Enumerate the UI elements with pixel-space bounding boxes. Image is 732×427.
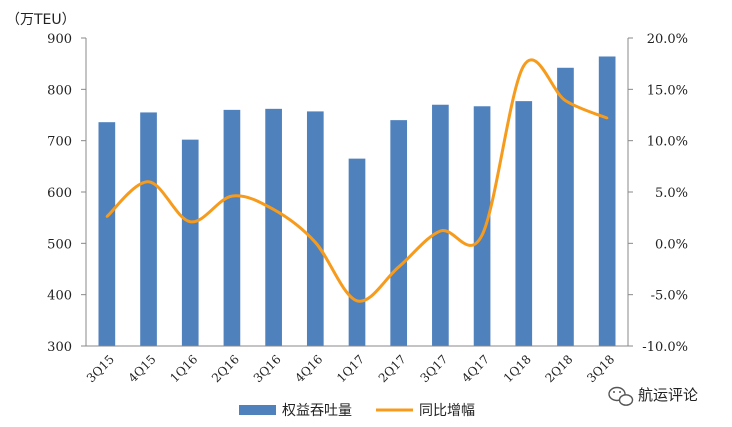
y-left-tick-label: 700 (47, 135, 72, 150)
wechat-icon (608, 386, 634, 406)
line-point (147, 180, 150, 183)
line-point (105, 215, 109, 218)
y-left-unit-label: （万TEU） (6, 12, 76, 28)
watermark-text: 航运评论 (638, 386, 698, 404)
y-left-tick-label: 600 (47, 186, 72, 201)
x-tick-label: 3Q16 (251, 352, 284, 385)
y-left-tick-label: 800 (47, 83, 72, 98)
y-left-tick-label: 500 (47, 237, 72, 252)
bar (306, 111, 324, 346)
line-point (397, 265, 400, 269)
line-point (272, 208, 275, 211)
legend-line-label: 同比增幅 (419, 403, 475, 419)
x-tick-label: 1Q17 (334, 352, 367, 385)
line-point (314, 241, 317, 244)
y-right-tick-label: -10.0% (642, 340, 688, 355)
x-ticks: 3Q15 4Q15 1Q16 2Q16 3Q16 4Q16 1Q17 2Q17 3Q17 4Q17… (84, 352, 617, 385)
legend-bar-label: 权益吞吐量 (282, 403, 352, 419)
axes (85, 38, 629, 347)
y-right-tick-label: 5.0% (655, 186, 688, 201)
bar (473, 106, 491, 346)
x-tick-label: 3Q15 (84, 352, 117, 385)
y-left-tick-label: 300 (47, 340, 72, 355)
x-tick-label: 1Q18 (501, 352, 534, 385)
x-tick-label: 4Q16 (292, 352, 325, 385)
line-point (605, 116, 609, 120)
legend: 权益吞吐量 同比增幅 (239, 403, 475, 419)
x-tick-label: 2Q18 (543, 352, 576, 385)
x-tick-label: 3Q17 (417, 352, 450, 385)
line-point (189, 220, 192, 223)
x-tick-label: 4Q17 (459, 352, 492, 385)
y-left-tick-label: 400 (47, 289, 72, 304)
y-right-tick-label: 20.0% (647, 32, 688, 47)
y-left-ticks: 300 400 500 600 700 800 900 (47, 32, 86, 355)
bar (348, 158, 366, 346)
y-right-tick-label: 15.0% (647, 83, 688, 98)
bar (265, 108, 282, 346)
y-right-tick-label: 10.0% (647, 135, 688, 150)
line-point (355, 299, 359, 303)
bar (140, 112, 157, 346)
x-tick-label: 1Q16 (167, 352, 200, 385)
watermark: 航运评论 (608, 386, 698, 406)
line-point (480, 233, 484, 237)
y-left-tick-label: 900 (47, 32, 72, 47)
line-series (105, 58, 609, 303)
line-point (230, 194, 234, 198)
bar (432, 104, 449, 346)
line-point (439, 229, 442, 233)
y-right-ticks: -10.0% -5.0% 0.0% 5.0% 10.0% 15.0% 20.0% (628, 32, 688, 355)
bar (557, 67, 574, 347)
bar (181, 139, 199, 346)
x-tick-label: 4Q15 (126, 352, 159, 385)
bar (390, 120, 408, 346)
x-tick-label: 2Q17 (376, 352, 409, 385)
bar (515, 101, 533, 346)
bar (598, 56, 616, 346)
y-right-tick-label: -5.0% (651, 289, 688, 304)
bar (223, 109, 241, 346)
legend-bar-swatch (239, 405, 276, 415)
x-tick-label: 2Q16 (209, 352, 242, 385)
line-point (564, 99, 567, 102)
bar-series (98, 56, 616, 347)
y-right-tick-label: 0.0% (655, 237, 688, 252)
bar (98, 122, 116, 346)
x-tick-label: 3Q18 (584, 352, 617, 385)
line-point (522, 64, 525, 67)
